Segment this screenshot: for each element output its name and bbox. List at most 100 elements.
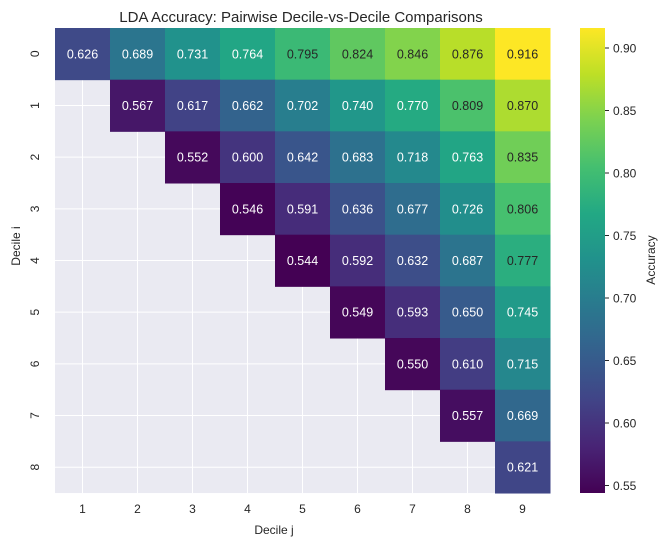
cell-value-label: 0.592 <box>342 254 373 268</box>
x-tick-label: 8 <box>464 502 471 516</box>
y-tick-label: 5 <box>28 309 42 316</box>
heatmap-cell <box>440 28 496 81</box>
heatmap-cell <box>330 234 386 287</box>
heatmap-cell <box>275 79 331 132</box>
heatmap-cell <box>385 79 441 132</box>
heatmap-cell <box>385 183 441 236</box>
heatmap-cell <box>220 79 276 132</box>
cell-value-label: 0.702 <box>287 99 318 113</box>
colorbar-tick-label: 0.90 <box>613 42 637 56</box>
y-tick-label: 3 <box>28 205 42 212</box>
heatmap-cell <box>495 286 551 339</box>
x-tick-label: 6 <box>354 502 361 516</box>
heatmap-cell <box>495 28 551 81</box>
heatmap-cell <box>440 131 496 184</box>
y-tick-label: 1 <box>28 102 42 109</box>
heatmap-cell <box>440 234 496 287</box>
heatmap-cell <box>220 183 276 236</box>
cell-value-label: 0.731 <box>177 47 208 61</box>
heatmap-cell <box>385 234 441 287</box>
cell-value-label: 0.567 <box>122 99 153 113</box>
heatmap-cell <box>330 183 386 236</box>
cell-value-label: 0.650 <box>452 306 483 320</box>
heatmap-cell <box>440 183 496 236</box>
heatmap-cell <box>440 389 496 442</box>
y-tick-label: 7 <box>28 412 42 419</box>
colorbar <box>580 28 605 493</box>
cell-value-label: 0.689 <box>122 47 153 61</box>
heatmap-cell <box>330 131 386 184</box>
heatmap-cell <box>330 286 386 339</box>
heatmap-cell <box>165 131 221 184</box>
heatmap-cell <box>495 441 551 494</box>
cell-value-label: 0.795 <box>287 47 318 61</box>
cell-value-label: 0.876 <box>452 47 483 61</box>
cell-value-label: 0.824 <box>342 47 373 61</box>
cell-value-labels: 0.626 0.689 0.731 0.764 0.795 0.824 0.846 0.876… <box>67 47 538 474</box>
cell-value-label: 0.544 <box>287 254 318 268</box>
cell-value-label: 0.846 <box>397 47 428 61</box>
cell-value-label: 0.626 <box>67 47 98 61</box>
cell-value-label: 0.552 <box>177 151 208 165</box>
heatmap-cell <box>495 234 551 287</box>
cell-value-label: 0.636 <box>342 202 373 216</box>
cell-value-label: 0.549 <box>342 306 373 320</box>
colorbar-tick-label: 0.75 <box>613 229 637 243</box>
cell-value-label: 0.718 <box>397 151 428 165</box>
heatmap-cell <box>385 338 441 391</box>
cell-value-label: 0.806 <box>507 202 538 216</box>
cell-value-label: 0.669 <box>507 409 538 423</box>
x-axis-label: Decile j <box>254 523 293 537</box>
cell-value-label: 0.546 <box>232 202 263 216</box>
cell-value-label: 0.809 <box>452 99 483 113</box>
heatmap-cells <box>55 28 551 494</box>
cell-value-label: 0.642 <box>287 151 318 165</box>
colorbar-tick-label: 0.60 <box>613 417 637 431</box>
heatmap-cell <box>440 79 496 132</box>
chart-title: LDA Accuracy: Pairwise Decile-vs-Decile … <box>119 9 482 26</box>
heatmap-cell <box>330 28 386 81</box>
heatmap-cell <box>220 28 276 81</box>
y-tick-label: 2 <box>28 154 42 161</box>
cell-value-label: 0.764 <box>232 47 263 61</box>
heatmap-cell <box>495 79 551 132</box>
y-axis-tick-labels: 0 1 2 3 4 5 6 7 8 <box>28 50 42 470</box>
y-tick-label: 6 <box>28 360 42 367</box>
heatmap-cell <box>165 28 221 81</box>
x-tick-label: 9 <box>519 502 526 516</box>
x-tick-label: 5 <box>299 502 306 516</box>
colorbar-tick-label: 0.85 <box>613 104 637 118</box>
cell-value-label: 0.617 <box>177 99 208 113</box>
x-tick-label: 1 <box>79 502 86 516</box>
y-tick-label: 4 <box>28 257 42 264</box>
x-tick-label: 4 <box>244 502 251 516</box>
heatmap-cell <box>275 234 331 287</box>
heatmap-cell <box>385 286 441 339</box>
colorbar-tick-label: 0.65 <box>613 354 637 368</box>
cell-value-label: 0.610 <box>452 357 483 371</box>
cell-value-label: 0.763 <box>452 151 483 165</box>
heatmap-cell <box>330 79 386 132</box>
colorbar-tick-label: 0.80 <box>613 167 637 181</box>
cell-value-label: 0.726 <box>452 202 483 216</box>
cell-value-label: 0.740 <box>342 99 373 113</box>
heatmap-cell <box>495 131 551 184</box>
heatmap-cell <box>495 183 551 236</box>
cell-value-label: 0.745 <box>507 306 538 320</box>
cell-value-label: 0.870 <box>507 99 538 113</box>
cell-value-label: 0.777 <box>507 254 538 268</box>
cell-value-label: 0.662 <box>232 99 263 113</box>
cell-value-label: 0.591 <box>287 202 318 216</box>
heatmap-cell <box>440 338 496 391</box>
y-tick-label: 8 <box>28 464 42 471</box>
cell-value-label: 0.715 <box>507 357 538 371</box>
cell-value-label: 0.687 <box>452 254 483 268</box>
cell-value-label: 0.621 <box>507 461 538 475</box>
cell-value-label: 0.835 <box>507 151 538 165</box>
heatmap-cell <box>385 28 441 81</box>
colorbar-tick-label: 0.55 <box>613 479 637 493</box>
cell-value-label: 0.677 <box>397 202 428 216</box>
x-axis-tick-labels: 1 2 3 4 5 6 7 8 9 <box>79 502 526 516</box>
heatmap-cell <box>275 131 331 184</box>
